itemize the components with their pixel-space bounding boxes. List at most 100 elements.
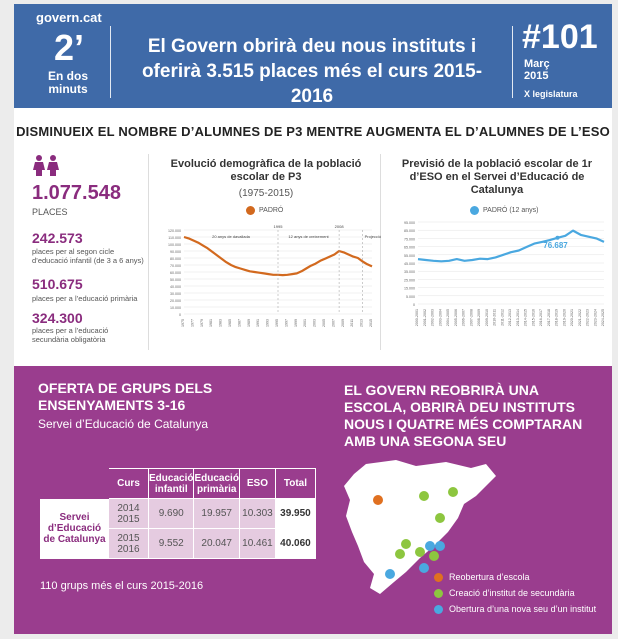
map-legend-label: Obertura d’una nova seu d’un institut (449, 604, 597, 614)
th-infantil: Educació infantil (147, 468, 195, 499)
cell-primaria: 19.957 (193, 498, 240, 529)
y-tick-label: 25.000 (404, 278, 415, 282)
cell-curs: 2015 2016 (108, 528, 149, 559)
x-tick-label: 2022-2023 (586, 309, 590, 326)
map-marker-new (429, 551, 439, 561)
map-title: EL GOVERN REOBRIRÀ UNA ESCOLA, OBRIRÀ DE… (344, 382, 583, 449)
children-icon (33, 155, 59, 176)
x-tick-label: 2004-2005 (446, 309, 450, 326)
y-tick-label: 10.000 (170, 306, 181, 310)
x-tick-label: 2007 (331, 319, 335, 327)
x-tick-label: 2012-2013 (508, 309, 512, 326)
chart1-plot: 0 10.000 20.000 30.000 40.000 50.000 60.000 70.… (168, 224, 382, 327)
x-tick-label: 2015-2016 (531, 309, 535, 326)
x-tick-label: 1991 (256, 319, 260, 327)
chart2-legend: PADRÓ (12 anys) (470, 206, 539, 215)
x-tick-label: 2014-2015 (524, 309, 528, 326)
catalonia-map (344, 460, 496, 594)
groups-note: 110 grups més el curs 2015-2016 (40, 580, 204, 592)
y-tick-label: 5.000 (406, 295, 415, 299)
y-tick-label: 80.000 (170, 257, 181, 261)
map-legend-item: Obertura d’una nova seu d’un institut (434, 604, 596, 614)
x-tick-label: 2011-2012 (500, 309, 504, 326)
chart1-annotation: 12 anys de creixement (288, 234, 329, 239)
y-tick-label: 65.000 (404, 246, 415, 250)
chart2-annotation: 76.687 (543, 241, 568, 250)
cell-total: 40.060 (274, 528, 316, 559)
th-eso: ESO (238, 468, 276, 499)
header-banner: govern.cat 2’ En dos minuts El Govern ob… (14, 4, 612, 108)
y-tick-label: 90.000 (170, 250, 181, 254)
x-tick-label: 1979 (200, 319, 204, 327)
y-tick-label: 75.000 (404, 237, 415, 241)
x-tick-label: 2016-2017 (539, 309, 543, 326)
cell-eso: 10.461 (238, 528, 276, 559)
y-tick-label: 15.000 (404, 287, 415, 291)
x-tick-label: 1975 (181, 319, 185, 327)
table-row: 2015 2016 9.552 20.047 10.461 40.060 (41, 528, 316, 559)
map-legend-item: Reobertura d’escola (434, 572, 530, 582)
x-tick-label: 1983 (219, 319, 223, 327)
x-tick-label: 1993 (266, 319, 270, 327)
x-tick-label: 2010-2011 (493, 309, 497, 326)
y-tick-label: 70.000 (170, 264, 181, 268)
cell-eso: 10.303 (238, 498, 276, 529)
x-tick-label: 2024-2025 (601, 309, 605, 326)
chart1-legend-swatch (246, 206, 255, 215)
map-marker-new (415, 547, 425, 557)
divider-right (380, 154, 381, 350)
chart2-plot: 0 5.000 15.000 25.000 35.000 45.000 55.000 65.0… (404, 221, 605, 326)
groups-title: OFERTA DE GRUPS DELS ENSENYAMENTS 3-16 (38, 380, 213, 413)
total-places: 1.077.548 (32, 182, 121, 204)
minutes-label: En dos minuts (47, 69, 88, 96)
x-tick-label: 2013 (360, 319, 364, 327)
x-tick-label: 2021-2022 (578, 309, 582, 326)
chart1-annotation: 1995 (274, 224, 284, 229)
x-tick-label: 2005 (322, 319, 326, 327)
x-tick-label: 2003-2004 (438, 309, 442, 326)
map-shape (344, 460, 496, 594)
cell-primaria: 20.047 (193, 528, 240, 559)
issue-number: #101 (522, 18, 598, 56)
chart1-legend: PADRÓ (246, 206, 283, 215)
infographic-page: govern.cat 2’ En dos minuts El Govern ob… (14, 4, 612, 634)
stat-infantil-desc: places per al segon cicle d’educació inf… (32, 247, 144, 265)
total-places-label: PLACES (32, 207, 68, 217)
x-tick-label: 2003 (313, 319, 317, 327)
page-title: El Govern obrirà deu nous instituts i of… (141, 36, 483, 107)
chart2-legend-swatch (470, 206, 479, 215)
cell-curs: 2014 2015 (108, 498, 149, 529)
section1-title: DISMINUEIX EL NOMBRE D’ALUMNES DE P3 MEN… (16, 124, 610, 139)
x-tick-label: 2013-2014 (516, 309, 520, 326)
x-tick-label: 2009 (341, 319, 345, 327)
minutes-big: 2’ (54, 27, 85, 68)
legend-reopen-icon (434, 572, 443, 582)
legislature-label: X legislatura (524, 89, 578, 99)
chart1-annotation: Projecció (365, 234, 382, 239)
cell-total: 39.950 (274, 498, 316, 529)
x-tick-label: 2000-2001 (415, 309, 419, 326)
th-curs: Curs (108, 468, 149, 499)
table-row-label: Servei d’Educació de Catalunya (40, 498, 109, 559)
x-tick-label: 1995 (275, 319, 279, 327)
legend-new-icon (434, 588, 443, 598)
chart1-legend-label: PADRÓ (259, 207, 284, 214)
table-corner (40, 468, 109, 499)
x-tick-label: 2008-2009 (477, 309, 481, 326)
x-tick-label: 2023-2024 (593, 309, 597, 326)
x-tick-label: 2015 (369, 319, 373, 327)
x-tick-label: 2007-2008 (469, 309, 473, 326)
govern-logo[interactable]: govern.cat (36, 10, 102, 25)
x-tick-label: 1987 (237, 319, 241, 327)
cell-infantil: 9.552 (147, 528, 195, 559)
map-marker-new (448, 487, 458, 497)
x-tick-label: 2001-2002 (423, 309, 427, 326)
purple-section: OFERTA DE GRUPS DELS ENSENYAMENTS 3-16 S… (14, 366, 612, 634)
y-tick-label: 40.000 (170, 285, 181, 289)
x-tick-label: 2009-2010 (485, 309, 489, 326)
x-tick-label: 1997 (284, 319, 288, 327)
chart1-annotation: 20 anys de davallada (212, 234, 251, 239)
y-tick-label: 100.000 (168, 243, 181, 247)
map-marker-new (435, 513, 445, 523)
x-tick-label: 2020-2021 (570, 309, 574, 326)
